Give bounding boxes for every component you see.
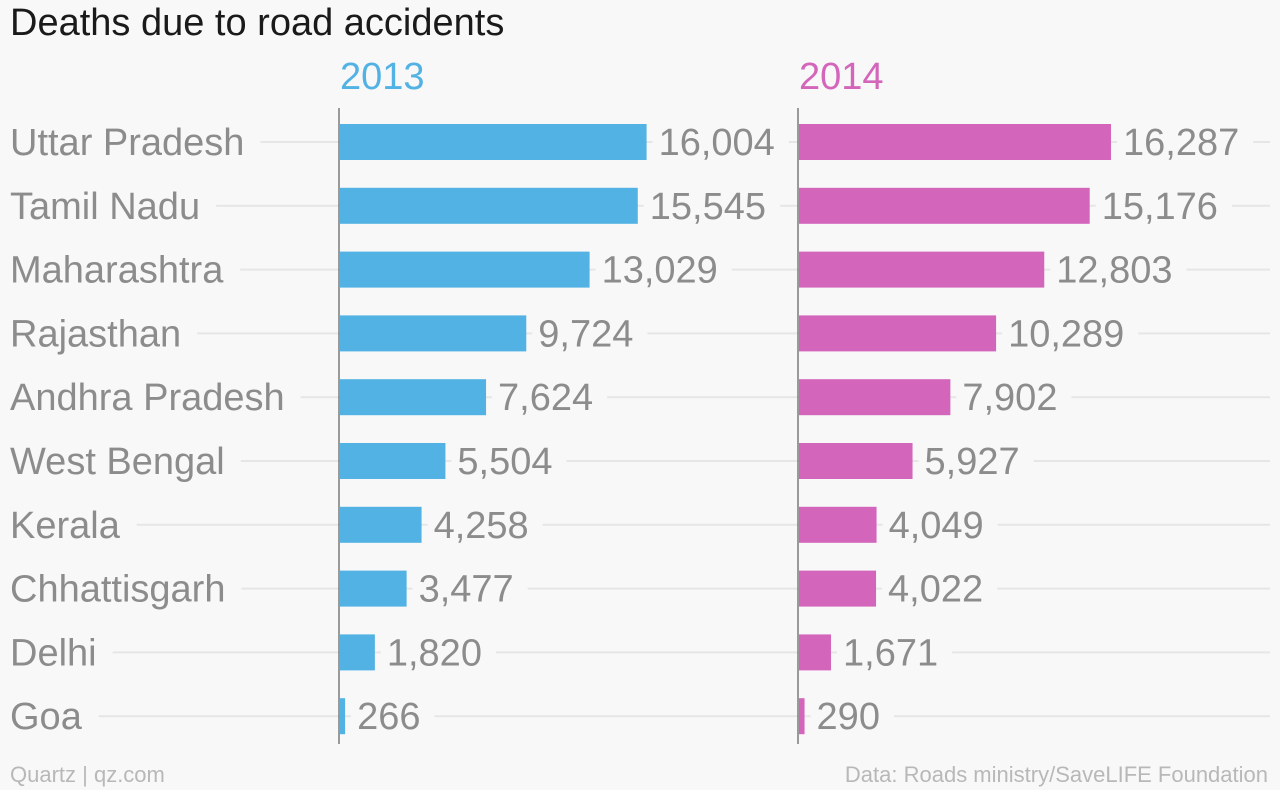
value-label-2014-west-bengal: 5,927 bbox=[925, 441, 1020, 483]
bar-2013-maharashtra bbox=[340, 251, 590, 288]
label-knockout bbox=[380, 648, 496, 657]
label-knockout bbox=[652, 138, 789, 146]
label-knockout bbox=[6, 520, 137, 529]
label-knockout bbox=[532, 329, 648, 338]
bar-2013-tamil-nadu bbox=[340, 187, 638, 224]
value-label-2014-uttar-pradesh: 16,287 bbox=[1123, 122, 1239, 164]
label-knockout bbox=[595, 265, 732, 274]
label-knockout bbox=[956, 393, 1072, 402]
series-header-2013: 2013 bbox=[340, 56, 425, 98]
value-label-2013-tamil-nadu: 15,545 bbox=[650, 186, 766, 228]
bar-2014-kerala bbox=[799, 506, 877, 543]
label-knockout bbox=[837, 648, 953, 657]
category-label-goa: Goa bbox=[10, 696, 83, 738]
value-label-2014-goa: 290 bbox=[817, 696, 880, 738]
value-label-2013-west-bengal: 5,504 bbox=[457, 441, 552, 483]
value-label-2013-chhattisgarh: 3,477 bbox=[419, 569, 514, 611]
value-label-2013-andhra-pradesh: 7,624 bbox=[498, 377, 593, 419]
bar-2014-andhra-pradesh bbox=[799, 379, 951, 416]
value-label-2013-rajasthan: 9,724 bbox=[538, 313, 633, 355]
category-label-west-bengal: West Bengal bbox=[10, 441, 225, 483]
label-knockout bbox=[6, 712, 99, 721]
value-label-2014-chhattisgarh: 4,022 bbox=[888, 569, 983, 611]
category-label-tamil-nadu: Tamil Nadu bbox=[10, 186, 200, 228]
label-knockout bbox=[6, 584, 242, 593]
label-knockout bbox=[882, 520, 998, 529]
value-label-2013-goa: 266 bbox=[357, 696, 420, 738]
label-knockout bbox=[6, 265, 241, 274]
label-knockout bbox=[6, 201, 217, 210]
label-knockout bbox=[918, 457, 1034, 465]
bar-2014-goa bbox=[799, 698, 805, 735]
value-label-2013-maharashtra: 13,029 bbox=[602, 250, 718, 292]
value-label-2014-andhra-pradesh: 7,902 bbox=[962, 377, 1057, 419]
value-label-2014-tamil-nadu: 15,176 bbox=[1102, 186, 1218, 228]
label-knockout bbox=[810, 712, 894, 721]
value-label-2013-uttar-pradesh: 16,004 bbox=[659, 122, 775, 164]
bar-2014-delhi bbox=[799, 634, 832, 671]
label-knockout bbox=[1002, 329, 1139, 338]
label-knockout bbox=[882, 584, 998, 593]
bar-2013-kerala bbox=[340, 506, 422, 543]
value-label-2014-rajasthan: 10,289 bbox=[1008, 313, 1124, 355]
label-knockout bbox=[1095, 201, 1232, 210]
bar-2014-tamil-nadu bbox=[799, 187, 1090, 224]
label-knockout bbox=[6, 393, 301, 402]
label-knockout bbox=[1117, 138, 1254, 146]
value-label-2014-kerala: 4,049 bbox=[889, 505, 984, 547]
label-knockout bbox=[351, 712, 435, 721]
bar-2013-uttar-pradesh bbox=[340, 124, 647, 160]
label-knockout bbox=[6, 648, 113, 657]
series-header-2014: 2014 bbox=[799, 56, 884, 98]
value-label-2013-kerala: 4,258 bbox=[434, 505, 529, 547]
label-knockout bbox=[451, 457, 567, 465]
credit-text: Quartz | qz.com bbox=[10, 762, 165, 787]
bar-2013-goa bbox=[340, 698, 346, 735]
chart-title: Deaths due to road accidents bbox=[10, 2, 505, 44]
category-label-andhra-pradesh: Andhra Pradesh bbox=[10, 377, 285, 419]
value-label-2014-delhi: 1,671 bbox=[843, 632, 938, 674]
bar-2014-west-bengal bbox=[799, 443, 913, 479]
category-label-maharashtra: Maharashtra bbox=[10, 250, 224, 292]
label-knockout bbox=[643, 201, 781, 210]
bar-2013-west-bengal bbox=[340, 443, 446, 479]
category-label-kerala: Kerala bbox=[10, 505, 121, 547]
label-knockout bbox=[412, 584, 528, 593]
label-knockout bbox=[6, 138, 261, 146]
label-knockout bbox=[427, 520, 543, 529]
bar-2014-maharashtra bbox=[799, 251, 1045, 288]
label-knockout bbox=[492, 393, 608, 402]
bar-2014-uttar-pradesh bbox=[799, 124, 1111, 160]
bar-2013-chhattisgarh bbox=[340, 570, 407, 607]
bar-2014-chhattisgarh bbox=[799, 570, 877, 607]
bar-2013-rajasthan bbox=[340, 315, 527, 352]
bar-2013-delhi bbox=[340, 634, 375, 671]
category-label-rajasthan: Rajasthan bbox=[10, 313, 181, 355]
label-knockout bbox=[1050, 265, 1187, 274]
bar-2013-andhra-pradesh bbox=[340, 379, 487, 416]
category-label-chhattisgarh: Chhattisgarh bbox=[10, 569, 225, 611]
source-text: Data: Roads ministry/SaveLIFE Foundation bbox=[844, 762, 1268, 787]
value-label-2014-maharashtra: 12,803 bbox=[1056, 250, 1172, 292]
category-label-delhi: Delhi bbox=[10, 632, 97, 674]
label-knockout bbox=[6, 329, 198, 338]
label-knockout bbox=[6, 457, 241, 465]
value-label-2013-delhi: 1,820 bbox=[387, 632, 482, 674]
category-label-uttar-pradesh: Uttar Pradesh bbox=[10, 122, 244, 164]
bar-2014-rajasthan bbox=[799, 315, 997, 352]
